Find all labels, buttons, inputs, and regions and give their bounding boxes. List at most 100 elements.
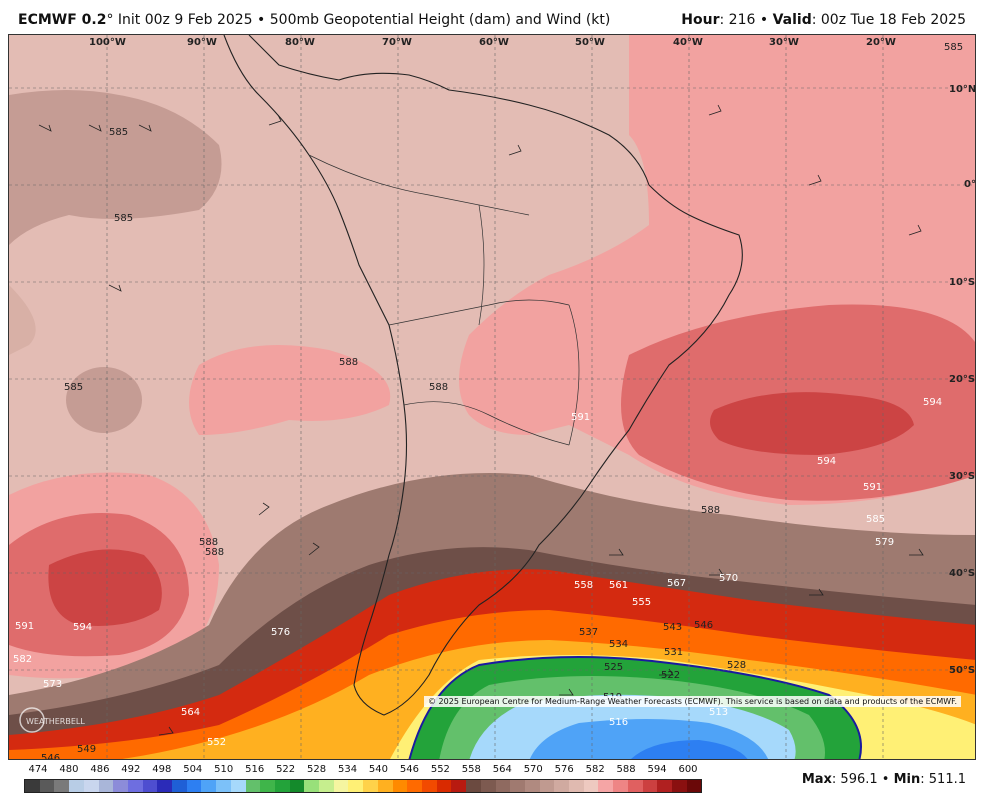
colorbar-swatch <box>230 780 246 792</box>
colorbar-label: 594 <box>647 764 667 775</box>
colorbar-swatch <box>142 780 158 792</box>
colorbar-swatch <box>377 780 393 792</box>
model-name: ECMWF 0.2 <box>18 12 107 28</box>
max-label: Max <box>801 772 832 787</box>
valid-bullet: • <box>759 12 769 28</box>
colorbar-swatch <box>69 780 84 792</box>
lat-label: 20°S <box>949 374 975 385</box>
colorbar-label: 600 <box>678 764 698 775</box>
colorbar-swatch <box>216 780 231 792</box>
hour-label: Hour <box>681 12 720 28</box>
contour-label: 558 <box>574 580 593 591</box>
logo-text: WEATHERBELL <box>26 717 85 726</box>
hour-value: : 216 <box>719 12 756 28</box>
colorbar-swatch <box>657 780 672 792</box>
map-title: ECMWF 0.2° Init 00z 9 Feb 2025 • 500mb G… <box>18 12 610 28</box>
height-fill-585-low <box>66 367 142 433</box>
contour-label: 588 <box>199 537 218 548</box>
contour-label: 570 <box>719 573 738 584</box>
colorbar-swatch <box>245 780 261 792</box>
lon-label: 50°W <box>575 37 605 48</box>
colorbar-swatch <box>54 780 70 792</box>
lon-label: 80°W <box>285 37 315 48</box>
lon-label: 70°W <box>382 37 412 48</box>
colorbar-swatch <box>421 780 437 792</box>
colorbar-swatch <box>127 780 143 792</box>
colorbar-label: 558 <box>461 764 481 775</box>
colorbar-swatch <box>113 780 128 792</box>
contour-label: 585 <box>114 213 133 224</box>
colorbar-swatches <box>24 779 702 793</box>
colorbar-label: 582 <box>585 764 605 775</box>
colorbar-swatch <box>304 780 320 792</box>
height-fill-552 <box>9 610 975 759</box>
colorbar-swatch <box>451 780 467 792</box>
height-fill-594-east <box>710 392 914 455</box>
lon-label: 30°W <box>769 37 799 48</box>
colorbar-swatch <box>363 780 378 792</box>
min-value: : 511.1 <box>920 772 966 787</box>
contour-label: 588 <box>339 357 358 368</box>
weatherbell-logo: WEATHERBELL <box>19 707 85 733</box>
colorbar-label: 510 <box>214 764 234 775</box>
colorbar-label: 570 <box>523 764 543 775</box>
colorbar-swatch <box>186 780 202 792</box>
copyright-notice: © 2025 European Centre for Medium-Range … <box>424 696 961 707</box>
contour-label: 525 <box>604 662 623 673</box>
valid-time: Hour: 216 • Valid: 00z Tue 18 Feb 2025 <box>681 12 966 28</box>
lat-label: 40°S <box>949 568 975 579</box>
init-time: Init 00z 9 Feb 2025 <box>117 12 253 28</box>
degree-sign: ° <box>106 12 114 28</box>
colorbar-swatch <box>260 780 275 792</box>
contour-label: 585 <box>866 514 885 525</box>
coastline <box>223 35 743 716</box>
contour-label: 594 <box>73 622 92 633</box>
contour-label: 555 <box>632 597 651 608</box>
contour-label: 591 <box>571 412 590 423</box>
title-bullet: • <box>257 12 266 28</box>
colorbar-swatch <box>392 780 408 792</box>
colorbar-label: 534 <box>337 764 358 775</box>
colorbar-labels: 474 480 486 492 498 504 510 516 522 528 534 540 546 5… <box>24 764 702 778</box>
max-value: : 596.1 <box>831 772 878 787</box>
colorbar: 474 480 486 492 498 504 510 516 522 528 534 540 546 5… <box>24 764 702 800</box>
contour-label: 516 <box>609 717 628 728</box>
contour-label: 594 <box>817 456 836 467</box>
colorbar-label: 564 <box>492 764 512 775</box>
colorbar-label: 498 <box>152 764 172 775</box>
map-canvas: 100°W 90°W 80°W 70°W 60°W 50°W 40°W 30°W… <box>9 35 976 759</box>
colorbar-label: 492 <box>121 764 141 775</box>
colorbar-label: 576 <box>554 764 574 775</box>
header: ECMWF 0.2° Init 00z 9 Feb 2025 • 500mb G… <box>0 0 984 34</box>
contour-label: 588 <box>205 547 224 558</box>
contour-label: 528 <box>727 660 746 671</box>
contour-label: 576 <box>271 627 290 638</box>
colorbar-swatch <box>39 780 55 792</box>
colorbar-swatch <box>83 780 99 792</box>
contour-label: 549 <box>77 744 96 755</box>
colorbar-label: 546 <box>399 764 419 775</box>
contour-label: 579 <box>875 537 894 548</box>
valid-value: : 00z Tue 18 Feb 2025 <box>811 12 966 28</box>
colorbar-swatch <box>319 780 334 792</box>
contour-label: 534 <box>609 639 628 650</box>
colorbar-swatch <box>98 780 114 792</box>
colorbar-swatch <box>466 780 481 792</box>
colorbar-swatch <box>569 780 584 792</box>
graticule <box>9 35 975 759</box>
height-fill-588-west <box>189 345 391 435</box>
contour-label: 531 <box>664 647 683 658</box>
colorbar-swatch <box>480 780 496 792</box>
lat-label: 0° <box>964 179 976 190</box>
forecast-map[interactable]: 100°W 90°W 80°W 70°W 60°W 50°W 40°W 30°W… <box>8 34 976 760</box>
contour-label: 588 <box>701 505 720 516</box>
colorbar-label: 528 <box>307 764 327 775</box>
colorbar-swatch <box>201 780 217 792</box>
colorbar-swatch <box>436 780 452 792</box>
colorbar-swatch <box>348 780 364 792</box>
colorbar-swatch <box>274 780 290 792</box>
colorbar-swatch <box>539 780 555 792</box>
colorbar-swatch <box>510 780 525 792</box>
colorbar-label: 552 <box>430 764 450 775</box>
height-fill-513 <box>631 740 748 759</box>
